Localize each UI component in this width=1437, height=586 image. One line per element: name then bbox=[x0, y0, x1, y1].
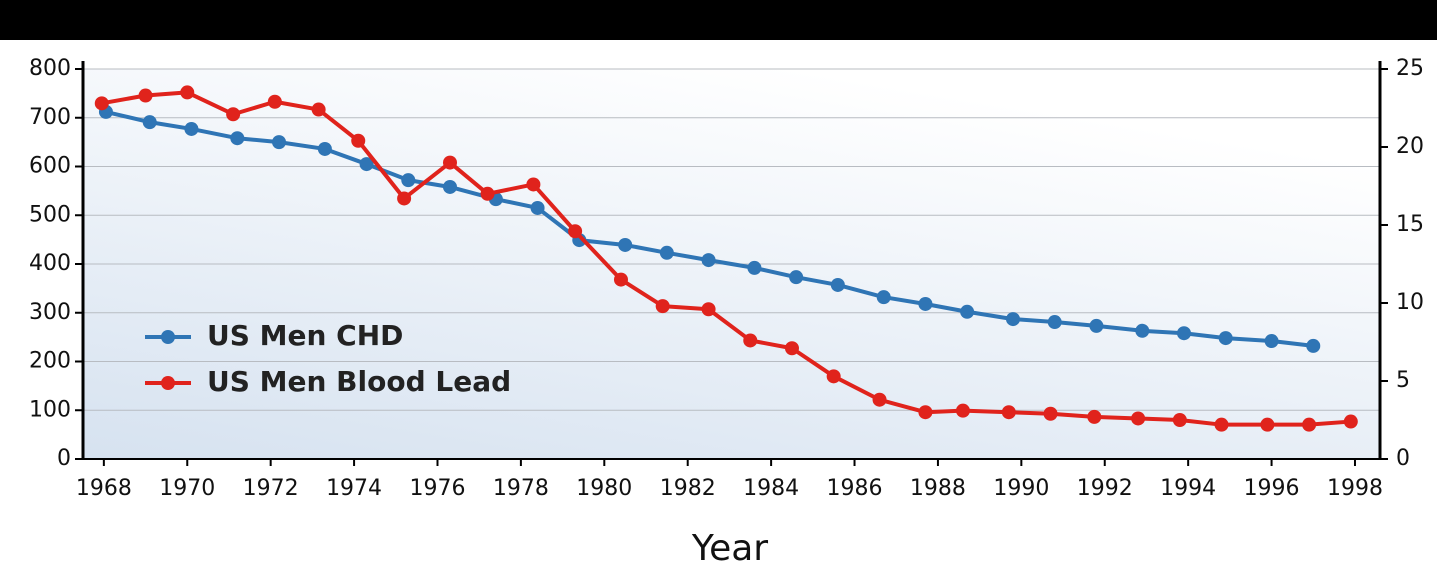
y2-tick-label: 15 bbox=[1396, 212, 1424, 237]
data-point bbox=[1214, 417, 1229, 432]
y-tick-label: 600 bbox=[29, 154, 71, 179]
x-tick-label: 1992 bbox=[1077, 476, 1133, 501]
x-tick-label: 1994 bbox=[1160, 476, 1216, 501]
legend-label: US Men CHD bbox=[207, 319, 403, 352]
y-tick-label: 800 bbox=[29, 56, 71, 81]
data-point bbox=[1047, 315, 1062, 330]
data-point bbox=[272, 135, 287, 150]
x-tick-label: 1988 bbox=[910, 476, 966, 501]
data-point bbox=[876, 290, 891, 305]
y-tick-label: 700 bbox=[29, 105, 71, 130]
data-point bbox=[1131, 411, 1146, 426]
x-tick-label: 1986 bbox=[827, 476, 883, 501]
data-point bbox=[789, 270, 804, 285]
data-point bbox=[568, 224, 583, 239]
x-tick-label: 1984 bbox=[743, 476, 799, 501]
y-tick-label: 200 bbox=[29, 349, 71, 374]
y2-tick-label: 10 bbox=[1396, 290, 1424, 315]
y2-tick-label: 5 bbox=[1396, 368, 1410, 393]
data-point bbox=[401, 173, 416, 188]
y-tick-label: 400 bbox=[29, 251, 71, 276]
data-point bbox=[142, 115, 157, 130]
x-tick-label: 1972 bbox=[243, 476, 299, 501]
data-point bbox=[1264, 334, 1279, 349]
data-point bbox=[267, 94, 282, 109]
x-tick-label: 1978 bbox=[493, 476, 549, 501]
data-point bbox=[1343, 414, 1358, 429]
data-point bbox=[94, 96, 109, 111]
x-tick-label: 1968 bbox=[76, 476, 132, 501]
data-point bbox=[1135, 323, 1150, 338]
data-point bbox=[830, 277, 845, 292]
data-point bbox=[784, 341, 799, 356]
legend-marker bbox=[161, 376, 175, 390]
data-point bbox=[1176, 326, 1191, 341]
data-point bbox=[180, 85, 195, 100]
data-point bbox=[918, 296, 933, 311]
data-point bbox=[138, 88, 153, 103]
data-point bbox=[480, 186, 495, 201]
data-point bbox=[701, 253, 716, 268]
data-point bbox=[747, 260, 762, 275]
data-point bbox=[659, 245, 674, 260]
data-point bbox=[826, 369, 841, 384]
data-point bbox=[1306, 338, 1321, 353]
x-tick-label: 1982 bbox=[660, 476, 716, 501]
data-point bbox=[359, 157, 374, 172]
data-point bbox=[1001, 405, 1016, 420]
x-axis-label: Year bbox=[691, 528, 768, 569]
data-point bbox=[526, 177, 541, 192]
data-point bbox=[351, 133, 366, 148]
legend-marker bbox=[161, 330, 175, 344]
data-point bbox=[1006, 312, 1021, 327]
y2-tick-label: 0 bbox=[1396, 446, 1410, 471]
data-point bbox=[743, 333, 758, 348]
data-point bbox=[530, 200, 545, 215]
data-point bbox=[955, 403, 970, 418]
y2-tick-label: 25 bbox=[1396, 56, 1424, 81]
data-point bbox=[1089, 318, 1104, 333]
data-point bbox=[442, 155, 457, 170]
data-point bbox=[397, 191, 412, 206]
data-point bbox=[230, 131, 245, 146]
x-tick-label: 1976 bbox=[409, 476, 465, 501]
data-point bbox=[311, 102, 326, 117]
data-point bbox=[1087, 409, 1102, 424]
data-point bbox=[960, 304, 975, 319]
legend-label: US Men Blood Lead bbox=[207, 365, 511, 398]
data-point bbox=[1043, 406, 1058, 421]
y-tick-label: 0 bbox=[57, 446, 71, 471]
data-point bbox=[613, 272, 628, 287]
y-tick-label: 100 bbox=[29, 397, 71, 422]
data-point bbox=[918, 405, 933, 420]
data-point bbox=[618, 237, 633, 252]
x-tick-label: 1980 bbox=[576, 476, 632, 501]
y-tick-label: 500 bbox=[29, 202, 71, 227]
x-tick-label: 1974 bbox=[326, 476, 382, 501]
x-tick-label: 1990 bbox=[993, 476, 1049, 501]
data-point bbox=[1172, 413, 1187, 427]
data-point bbox=[184, 121, 199, 136]
data-point bbox=[1218, 331, 1233, 346]
x-tick-label: 1996 bbox=[1244, 476, 1300, 501]
y-tick-label: 300 bbox=[29, 300, 71, 325]
x-tick-label: 1970 bbox=[159, 476, 215, 501]
top-band bbox=[0, 0, 1437, 40]
data-point bbox=[655, 299, 670, 314]
data-point bbox=[442, 179, 457, 194]
y2-tick-label: 20 bbox=[1396, 134, 1424, 159]
data-point bbox=[226, 107, 241, 122]
data-point bbox=[1302, 417, 1317, 432]
data-point bbox=[701, 302, 716, 317]
x-tick-label: 1998 bbox=[1327, 476, 1383, 501]
data-point bbox=[1260, 417, 1275, 432]
data-point bbox=[872, 392, 887, 407]
data-point bbox=[317, 141, 332, 156]
